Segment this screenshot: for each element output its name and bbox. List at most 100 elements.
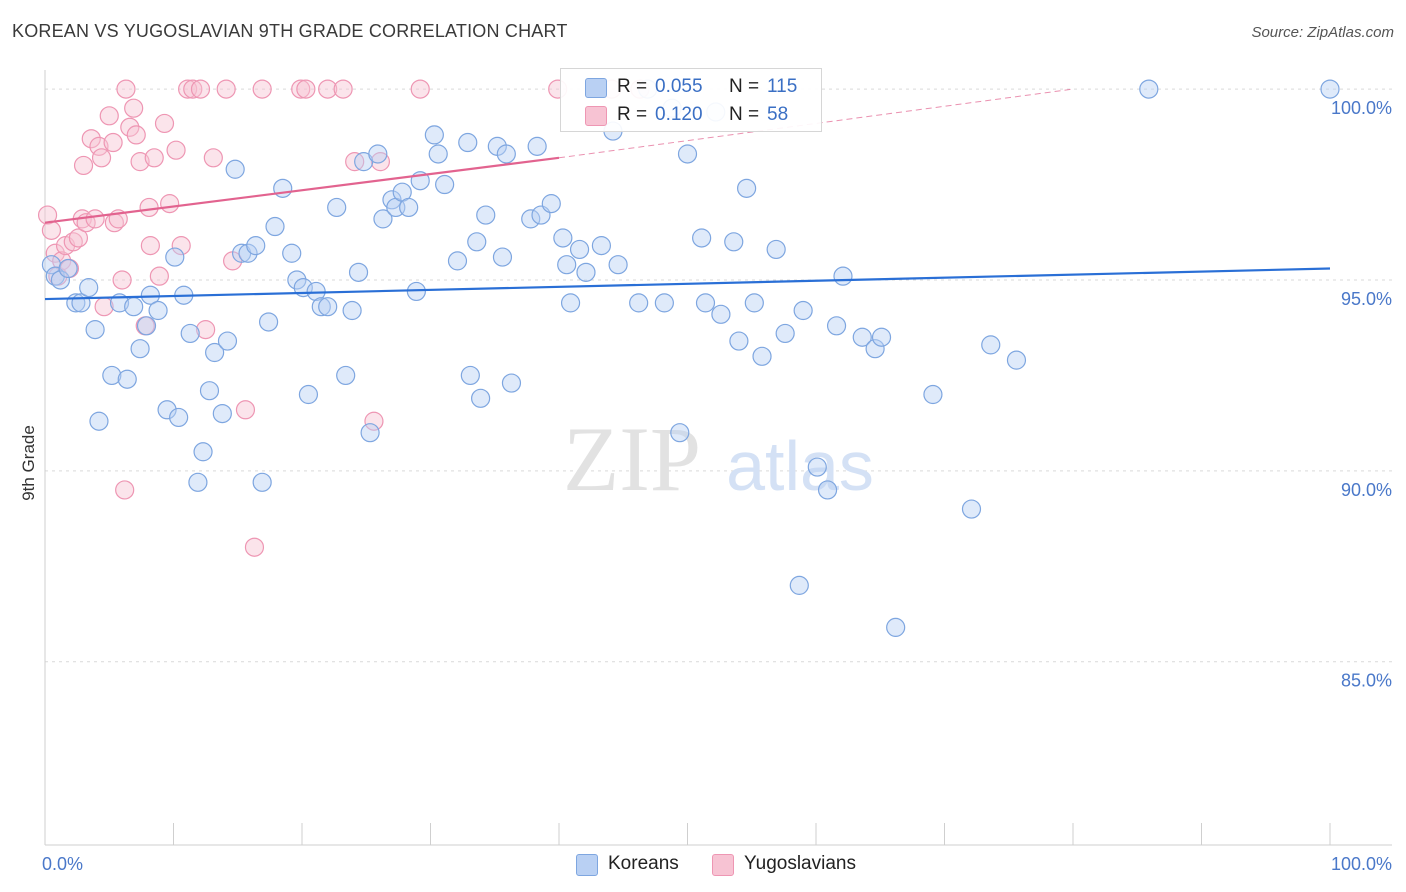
koreans-point — [447, 251, 468, 271]
koreans-point — [608, 255, 628, 275]
yugoslavians-point — [124, 98, 144, 118]
koreans-point — [871, 327, 892, 347]
koreans-point — [79, 278, 99, 298]
koreans-point — [654, 293, 674, 313]
yugoslavians-r-label: R = — [617, 104, 648, 125]
koreans-point — [527, 136, 547, 156]
trend-lines — [44, 88, 1331, 301]
koreans-point — [342, 300, 362, 321]
koreans-point — [695, 293, 716, 313]
koreans-point — [557, 255, 577, 275]
koreans-point — [50, 270, 71, 290]
koreans-point — [492, 247, 513, 267]
koreans-point — [273, 178, 293, 198]
yugoslavians-point — [171, 236, 191, 256]
y-tick-label: 85.0% — [1341, 671, 1392, 691]
yugoslavians-point — [45, 243, 65, 263]
yugoslavians-point — [126, 125, 146, 145]
yugoslavians-point — [244, 537, 265, 557]
koreans-point — [692, 228, 712, 248]
koreans-point — [169, 407, 189, 428]
legend-swatch-koreans — [576, 854, 598, 876]
koreans-point — [766, 239, 786, 260]
koreans-point — [1320, 79, 1340, 99]
koreans-point — [148, 300, 168, 321]
koreans-swatch — [585, 78, 607, 98]
yugoslavians-point — [235, 400, 256, 420]
koreans-point — [258, 312, 279, 332]
y-axis-label: 9th Grade — [19, 425, 38, 501]
koreans-point — [205, 342, 225, 363]
koreans-point — [1006, 350, 1027, 370]
koreans-point — [435, 174, 455, 195]
yugoslavians-point — [120, 117, 140, 137]
koreans-point — [124, 297, 144, 317]
koreans-point — [793, 300, 813, 321]
yugoslavians-point — [183, 79, 203, 99]
chart-title: KOREAN VS YUGOSLAVIAN 9TH GRADE CORRELAT… — [12, 21, 568, 41]
koreans-point — [560, 293, 581, 313]
koreans-point — [458, 132, 478, 153]
yugoslavians-point — [370, 152, 390, 172]
yugoslavians-point — [160, 194, 180, 214]
koreans-point — [826, 316, 847, 336]
yugoslavians-point — [144, 148, 164, 168]
koreans-point — [193, 442, 213, 462]
koreans-point — [136, 316, 157, 336]
koreans-point — [180, 323, 200, 344]
series-legend: Koreans Yugoslavians — [0, 853, 1406, 877]
koreans-point — [569, 239, 590, 260]
yugoslavians-trend-line — [44, 156, 560, 224]
koreans-point — [212, 403, 232, 424]
koreans-point — [789, 575, 809, 595]
koreans-point — [102, 365, 122, 386]
koreans-point — [501, 373, 522, 393]
yugoslavians-n-value: 58 — [767, 104, 789, 125]
yugoslavians-point — [166, 140, 186, 160]
yugoslavians-point — [252, 79, 272, 99]
koreans-point — [165, 247, 185, 267]
yugoslavians-point — [89, 136, 109, 156]
koreans-point — [521, 209, 541, 229]
koreans-point — [923, 384, 943, 405]
yugoslavians-point — [116, 79, 136, 99]
koreans-point — [852, 327, 872, 347]
koreans-point — [467, 232, 487, 252]
koreans-point — [744, 293, 764, 313]
koreans-point — [833, 266, 853, 286]
koreans-point — [130, 339, 150, 359]
koreans-point — [252, 472, 272, 492]
x-tick-label: 100.0% — [1331, 854, 1392, 874]
koreans-point — [318, 297, 338, 317]
koreans-point — [591, 236, 612, 256]
koreans-point — [737, 178, 757, 198]
yugoslavians-point — [63, 232, 83, 252]
yugoslavians-point — [140, 236, 160, 256]
koreans-point — [576, 262, 596, 282]
koreans-point — [298, 384, 319, 405]
yugoslavians-n-label: N = — [729, 104, 760, 125]
watermark-atlas: atlas — [726, 427, 874, 505]
yugoslavians-point — [154, 113, 175, 134]
yugoslavians-point — [364, 411, 384, 431]
yugoslavians-point — [318, 79, 338, 99]
yugoslavians-point — [149, 266, 169, 286]
koreans-point — [348, 262, 369, 282]
koreans-point — [961, 499, 982, 519]
koreans-point — [89, 411, 109, 431]
koreans-point — [287, 270, 307, 290]
koreans-point — [981, 335, 1001, 355]
koreans-point — [246, 236, 266, 256]
koreans-point — [677, 144, 698, 164]
yugoslavians-point — [91, 148, 112, 168]
axes — [44, 70, 1392, 846]
tick-labels: 85.0% 90.0% 95.0% 100.0% 0.0% 100.0% — [42, 98, 1392, 874]
yugoslavians-point — [216, 79, 236, 99]
koreans-point — [157, 400, 177, 420]
legend-swatch-yugoslavians — [712, 854, 734, 876]
koreans-point — [428, 144, 448, 164]
koreans-point — [471, 388, 491, 408]
koreans-point — [541, 194, 561, 214]
koreans-point — [724, 232, 744, 252]
koreans-r-label: R = — [617, 76, 648, 97]
